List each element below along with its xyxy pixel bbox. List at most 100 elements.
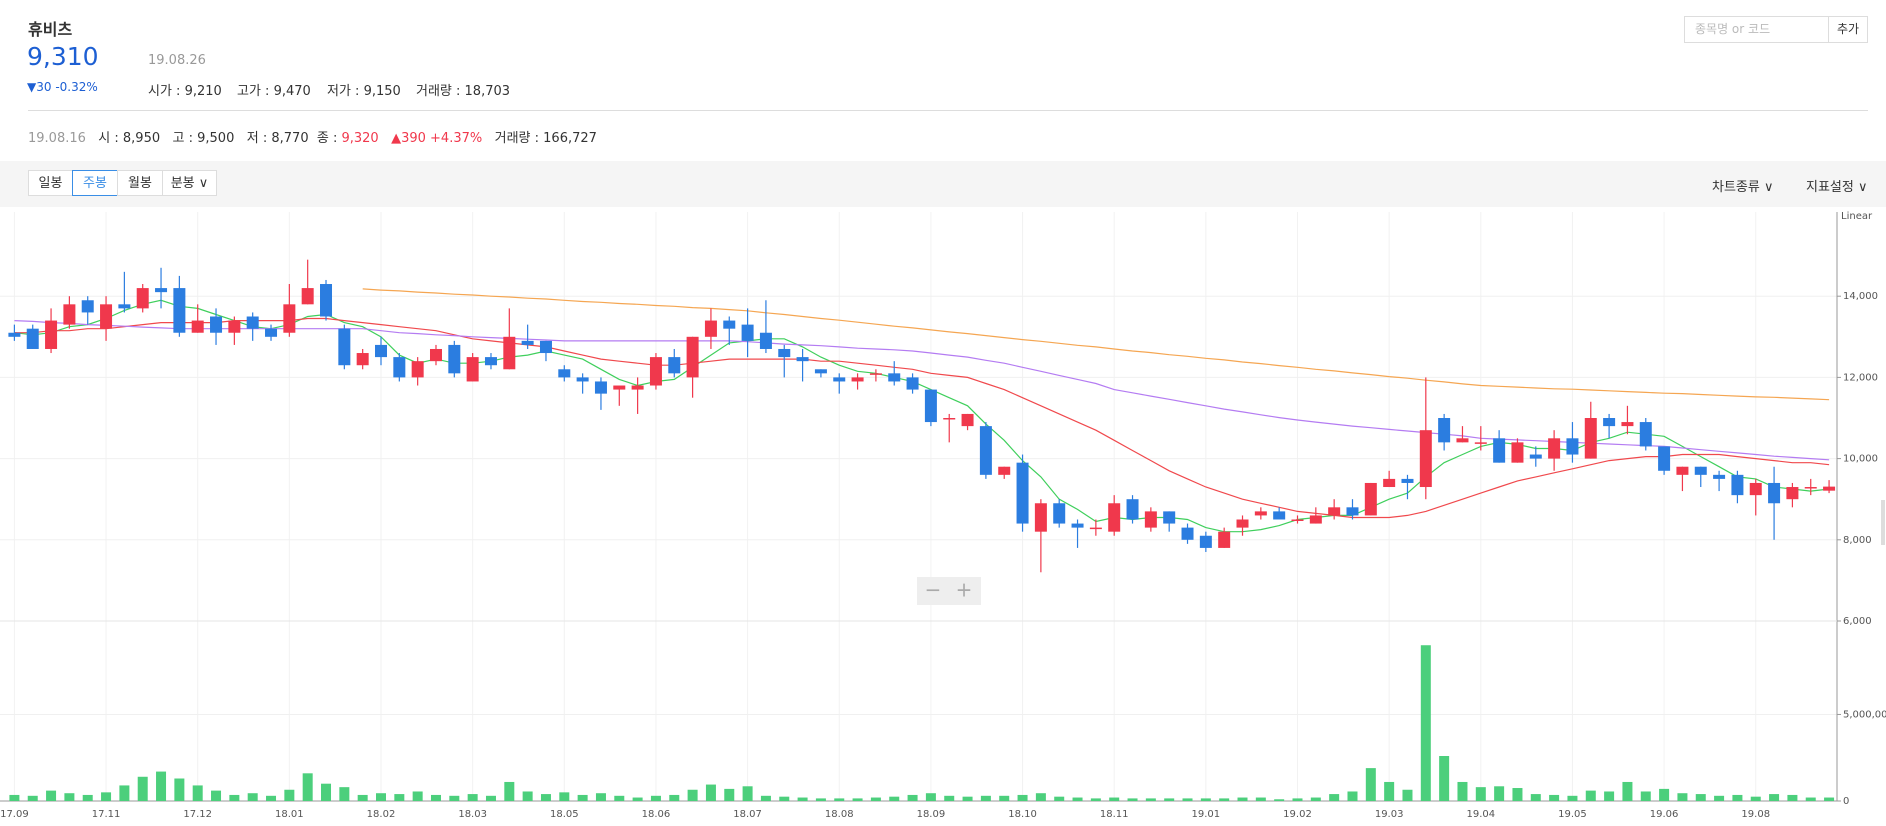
candle-body (1218, 531, 1231, 548)
chart-type-menu[interactable]: 차트종류 ∨ (1712, 180, 1774, 195)
x-tick-label: 19.03 (1375, 809, 1404, 820)
candle-body (1621, 422, 1634, 427)
volume-bar (1072, 797, 1083, 801)
hover-date: 19.08.16 (28, 131, 86, 146)
candle-body (594, 381, 607, 394)
candle-body (1749, 482, 1762, 496)
moving-average (14, 320, 1830, 461)
volume-bar (852, 798, 863, 801)
candle-body (558, 369, 571, 378)
volume-bar (1805, 797, 1816, 801)
candle-body (576, 377, 589, 382)
candle-body (521, 340, 534, 345)
x-tick-label: 19.02 (1283, 809, 1312, 820)
candle-body (979, 426, 992, 475)
volume-bar (1109, 797, 1120, 801)
candle-body (1144, 511, 1157, 528)
candle-body (63, 304, 76, 325)
x-tick-label: 18.11 (1100, 809, 1129, 820)
divider (28, 110, 1868, 111)
x-tick-label: 19.08 (1741, 809, 1770, 820)
candle-body (320, 284, 333, 317)
candle-body (338, 328, 351, 366)
volume-bar (724, 788, 735, 801)
volume-bar (1420, 645, 1431, 801)
volume-bar (559, 792, 570, 801)
zoom-box[interactable] (917, 577, 981, 605)
x-tick-label: 19.04 (1466, 809, 1495, 820)
hover-volume: 거래량 : 166,727 (494, 131, 597, 146)
volume-bar (797, 797, 808, 801)
volume-bar (46, 790, 57, 801)
volume: 거래량 : 18,703 (416, 84, 511, 99)
candle-body (1071, 523, 1084, 528)
volume-bar (156, 771, 167, 801)
x-tick-label: 18.06 (642, 809, 671, 820)
candle-body (375, 344, 387, 358)
candle-body (1016, 462, 1029, 524)
volume-bar (907, 794, 918, 801)
candle-body (961, 413, 974, 427)
hover-open: 시 : 8,950 (98, 131, 161, 146)
volume-bar (229, 794, 240, 801)
candle-body (1053, 503, 1066, 524)
candle-body (1328, 507, 1341, 516)
candle-body (1474, 442, 1487, 444)
volume-bar (1585, 790, 1596, 801)
candle-body (1108, 503, 1121, 532)
volume-bar (376, 793, 386, 801)
candle-body (356, 353, 369, 366)
x-tick-label: 18.02 (367, 809, 396, 820)
volume-bar (247, 793, 258, 801)
volume-bar (1090, 798, 1101, 801)
volume-bar (1750, 796, 1761, 801)
scrollbar (1881, 500, 1885, 545)
hover-close: 9,320 (341, 131, 379, 146)
volume-bar (1182, 798, 1193, 801)
candle-body (1346, 507, 1359, 516)
zoom-in[interactable]: + (956, 578, 973, 602)
add-button[interactable]: 추가 (1828, 16, 1868, 43)
volume-bar (1237, 797, 1248, 801)
volume-bar (284, 789, 295, 801)
volume-bar (632, 797, 643, 801)
volume-bar (1457, 781, 1468, 801)
candle-body (1804, 487, 1817, 489)
candle-body (833, 377, 846, 382)
period-label: 분봉 (170, 176, 195, 191)
volume-bar (595, 793, 606, 801)
moving-average (14, 299, 1830, 533)
candle-body (686, 336, 699, 378)
volume-bar (1035, 793, 1046, 801)
volume-bar (174, 778, 185, 801)
indicator-menu[interactable]: 지표설정 ∨ (1806, 180, 1868, 195)
candle-body (155, 288, 168, 293)
volume-bar (266, 795, 277, 801)
volume-bar (1512, 788, 1523, 801)
candle-body (1438, 418, 1451, 443)
period-button[interactable]: 분봉 ∨ (162, 170, 217, 196)
candle-body (1254, 511, 1267, 516)
volume-bar (705, 784, 716, 801)
candle-body (631, 385, 644, 390)
candle-body (411, 361, 424, 378)
volume-bar (9, 794, 20, 801)
volume-bar (870, 797, 881, 801)
volume-bar (779, 796, 790, 801)
zoom-out[interactable]: − (925, 578, 942, 602)
candle-body (888, 373, 901, 382)
candle-body (1823, 486, 1836, 491)
menu-label: 지표설정 (1806, 180, 1854, 195)
candle-body (265, 328, 278, 337)
period-button[interactable]: 월봉 (117, 170, 163, 196)
x-tick-label: 17.09 (0, 809, 29, 820)
volume-bar (1494, 786, 1505, 801)
y-tick-label: 5,000,000 (1843, 709, 1886, 720)
volume-bar (1384, 781, 1395, 801)
toolbar (0, 161, 1886, 207)
volume-bar (889, 796, 900, 801)
volume-bar (357, 794, 368, 801)
volume-bar (430, 794, 441, 801)
candle-body (613, 385, 626, 390)
candle-body (1199, 535, 1212, 548)
